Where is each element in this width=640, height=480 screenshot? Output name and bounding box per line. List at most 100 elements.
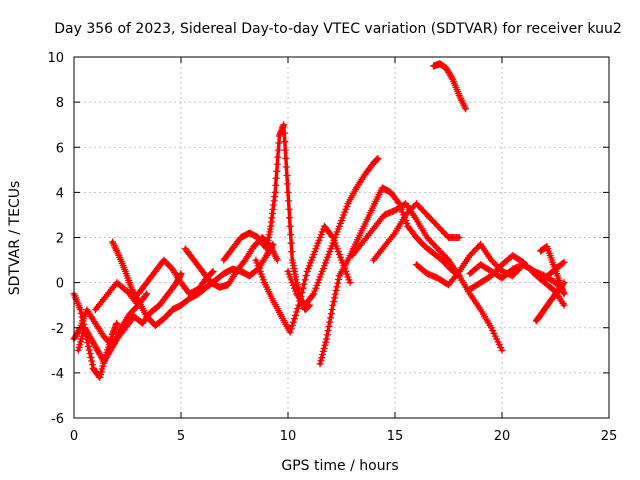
data-point-marker	[301, 276, 309, 284]
data-point-marker	[272, 181, 280, 189]
data-point-marker	[84, 339, 92, 347]
data-point-marker	[394, 198, 402, 206]
data-point-marker	[559, 280, 567, 288]
data-point-marker	[458, 98, 466, 106]
data-point-marker	[283, 180, 291, 188]
data-point-marker	[84, 342, 92, 350]
data-point-marker	[287, 325, 295, 333]
data-point-marker	[560, 290, 568, 298]
data-point-marker	[326, 318, 334, 326]
data-point-marker	[290, 315, 298, 323]
data-point-marker	[560, 258, 568, 266]
axis-ticks: 0 5 10 15 20 25 -6 -4 -2 0 2 4 6 8 10	[47, 51, 617, 444]
data-point-marker	[272, 174, 280, 182]
data-point-marker	[286, 214, 294, 222]
data-point-marker	[283, 171, 291, 179]
data-point-marker	[294, 305, 302, 313]
data-point-marker	[346, 279, 354, 287]
data-point-marker	[109, 240, 117, 248]
data-point-marker	[335, 276, 343, 284]
data-point-marker	[331, 290, 339, 298]
data-point-marker	[295, 301, 303, 309]
data-point-marker	[457, 95, 465, 103]
y-tick-label: -2	[51, 322, 64, 337]
data-point-marker	[287, 239, 295, 247]
data-point-marker	[323, 331, 331, 339]
data-point-marker	[282, 155, 290, 163]
data-point-marker	[262, 243, 270, 251]
data-point-marker	[268, 246, 276, 254]
data-point-marker	[298, 288, 306, 296]
x-tick-label: 25	[601, 429, 618, 444]
data-point-marker	[309, 291, 317, 299]
x-tick-label: 5	[177, 429, 185, 444]
data-point-marker	[462, 105, 470, 113]
data-point-marker	[328, 305, 336, 313]
data-point-marker	[456, 93, 464, 101]
data-point-marker	[86, 350, 94, 358]
x-axis-title: GPS time / hours	[281, 458, 398, 474]
chart-title: Day 356 of 2023, Sidereal Day-to-day VTE…	[54, 21, 622, 37]
data-point-marker	[280, 129, 288, 137]
data-point-marker	[87, 353, 95, 361]
data-point-marker	[332, 287, 340, 295]
data-point-marker	[330, 298, 338, 306]
y-tick-label: 2	[56, 232, 64, 247]
data-point-marker	[318, 354, 326, 362]
data-point-marker	[293, 308, 301, 316]
data-point-marker	[113, 246, 121, 254]
data-point-marker	[209, 267, 217, 275]
y-tick-label: 10	[47, 51, 64, 66]
data-point-marker	[327, 314, 335, 322]
data-point-marker	[273, 160, 281, 168]
data-point-marker	[333, 283, 341, 291]
y-tick-label: 8	[56, 96, 64, 111]
x-tick-label: 10	[280, 429, 297, 444]
data-point-marker	[111, 243, 119, 251]
data-point-marker	[270, 249, 278, 257]
data-point-marker	[288, 321, 296, 329]
data-point-marker	[271, 188, 279, 196]
data-point-marker	[286, 222, 294, 230]
x-tick-label: 15	[387, 429, 404, 444]
data-point-marker	[321, 341, 329, 349]
data-point-marker	[274, 153, 282, 161]
data-point-marker	[273, 256, 281, 264]
series-s19	[430, 60, 470, 113]
data-point-marker	[285, 205, 293, 213]
data-point-marker	[559, 299, 567, 307]
data-point-marker	[269, 248, 277, 256]
x-tick-label: 20	[494, 429, 511, 444]
data-point-marker	[331, 294, 339, 302]
series-s12	[348, 200, 506, 354]
series-s06	[134, 256, 217, 298]
data-point-marker	[143, 290, 151, 298]
data-point-marker	[288, 248, 296, 256]
data-point-marker	[319, 351, 327, 359]
data-point-marker	[454, 269, 462, 277]
data-point-marker	[460, 102, 468, 110]
data-point-marker	[319, 347, 327, 355]
data-point-marker	[284, 188, 292, 196]
data-point-marker	[325, 322, 333, 330]
data-point-marker	[272, 254, 280, 262]
data-point-marker	[281, 146, 289, 154]
data-point-marker	[286, 328, 294, 336]
data-point-marker	[113, 319, 121, 327]
grid-lines	[74, 57, 609, 418]
data-point-marker	[316, 360, 324, 368]
series-s04	[91, 279, 142, 314]
data-point-marker	[317, 357, 325, 365]
data-point-marker	[327, 310, 335, 318]
data-point-marker	[281, 138, 289, 146]
data-point-marker	[95, 372, 103, 380]
y-tick-label: -6	[51, 412, 64, 427]
data-point-marker	[272, 253, 280, 261]
y-tick-label: 0	[56, 277, 64, 292]
data-point-marker	[461, 103, 469, 111]
y-tick-label: 4	[56, 186, 64, 201]
data-point-marker	[142, 291, 150, 299]
data-point-marker	[559, 259, 567, 267]
data-point-marker	[110, 241, 118, 249]
